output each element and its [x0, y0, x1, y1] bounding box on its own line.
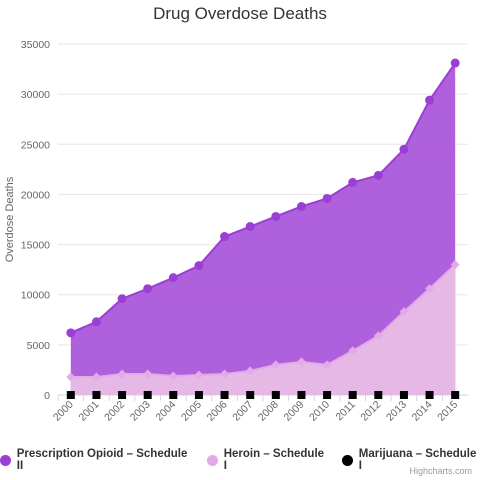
y-tick-label: 0 [44, 390, 50, 402]
legend-label-marijuana: Marijuana – Schedule I [358, 448, 477, 472]
x-tick-label: 2007 [230, 399, 255, 424]
legend-symbol-prescription-opioid [0, 454, 11, 466]
x-tick-label: 2015 [435, 399, 460, 424]
data-point-heroin [117, 369, 127, 379]
legend-symbol-marijuana [342, 454, 353, 466]
data-point-prescription-opioid [450, 58, 460, 68]
data-point-heroin [91, 372, 101, 382]
data-point-prescription-opioid [245, 222, 255, 232]
data-point-marijuana [399, 391, 408, 399]
area-fill-series-0 [70, 63, 456, 395]
credits-link[interactable]: Highcharts.com [409, 466, 472, 476]
data-point-marijuana [374, 391, 383, 399]
legend: Prescription Opioid – Schedule II Heroin… [0, 448, 480, 472]
data-point-prescription-opioid [425, 95, 435, 105]
data-point-marijuana [92, 391, 101, 399]
chart-title: Drug Overdose Deaths [153, 4, 327, 23]
data-point-heroin [245, 366, 255, 376]
data-point-marijuana [451, 391, 460, 399]
data-point-heroin [322, 360, 332, 370]
x-tick-label: 2006 [205, 399, 230, 424]
data-point-heroin [348, 346, 358, 356]
data-point-heroin [425, 284, 435, 294]
data-point-marijuana [348, 391, 357, 399]
y-axis-title: Overdose Deaths [4, 176, 16, 262]
x-tick-label: 2014 [410, 399, 435, 424]
data-point-marijuana [297, 391, 306, 399]
data-point-marijuana [323, 391, 332, 399]
data-point-marijuana [425, 391, 434, 399]
data-point-prescription-opioid [296, 201, 306, 211]
data-point-prescription-opioid [91, 317, 101, 327]
x-tick-label: 2004 [153, 399, 178, 424]
data-point-heroin [373, 331, 383, 341]
x-tick-label: 2002 [102, 399, 127, 424]
data-point-heroin [194, 370, 204, 380]
data-point-prescription-opioid [322, 193, 332, 203]
data-point-prescription-opioid [143, 284, 153, 294]
y-tick-label: 20000 [21, 189, 50, 201]
data-point-marijuana [169, 391, 178, 399]
x-tick-label: 2003 [128, 399, 153, 424]
x-tick-label: 2008 [256, 399, 281, 424]
x-tick-label: 2005 [179, 399, 204, 424]
legend-symbol-heroin [206, 454, 218, 466]
legend-item-prescription-opioid[interactable]: Prescription Opioid – Schedule II [0, 448, 193, 472]
data-point-heroin [168, 371, 178, 381]
data-point-heroin [66, 372, 76, 382]
data-point-prescription-opioid [194, 261, 204, 271]
y-tick-label: 10000 [21, 290, 50, 302]
data-point-marijuana [271, 391, 280, 399]
x-tick-label: 2012 [358, 399, 383, 424]
data-point-marijuana [118, 391, 127, 399]
data-point-marijuana [220, 391, 229, 399]
data-point-heroin [450, 260, 460, 270]
y-tick-label: 25000 [21, 139, 50, 151]
y-tick-label: 15000 [21, 240, 50, 252]
data-point-prescription-opioid [348, 177, 358, 187]
data-point-heroin [271, 360, 281, 370]
data-point-marijuana [143, 391, 152, 399]
x-tick-label: 2010 [307, 399, 332, 424]
data-point-heroin [399, 307, 409, 317]
data-point-prescription-opioid [66, 328, 76, 338]
data-point-marijuana [246, 391, 255, 399]
data-point-heroin [296, 357, 306, 367]
data-point-prescription-opioid [373, 170, 383, 180]
series-line-0 [70, 62, 457, 334]
legend-item-marijuana[interactable]: Marijuana – Schedule I [342, 448, 480, 472]
data-point-prescription-opioid [117, 294, 127, 304]
series-line-1 [70, 263, 456, 378]
data-point-marijuana [194, 391, 203, 399]
data-point-prescription-opioid [168, 273, 178, 283]
y-tick-label: 35000 [21, 39, 50, 51]
data-point-marijuana [66, 391, 75, 399]
area-fill-series-1 [70, 264, 456, 395]
x-tick-label: 2001 [77, 399, 102, 424]
legend-item-heroin[interactable]: Heroin – Schedule I [206, 448, 328, 472]
legend-label-heroin: Heroin – Schedule I [223, 448, 325, 472]
data-point-heroin [143, 369, 153, 379]
x-tick-label: 2009 [282, 399, 307, 424]
data-point-prescription-opioid [220, 232, 230, 242]
y-tick-label: 5000 [27, 340, 51, 352]
legend-label-prescription-opioid: Prescription Opioid – Schedule II [16, 448, 188, 472]
y-tick-label: 30000 [21, 89, 50, 101]
x-tick-label: 2000 [51, 399, 76, 424]
data-point-prescription-opioid [271, 211, 281, 221]
data-point-prescription-opioid [399, 144, 409, 154]
data-point-heroin [220, 369, 230, 379]
x-tick-label: 2011 [333, 399, 358, 424]
x-tick-label: 2013 [384, 399, 409, 424]
